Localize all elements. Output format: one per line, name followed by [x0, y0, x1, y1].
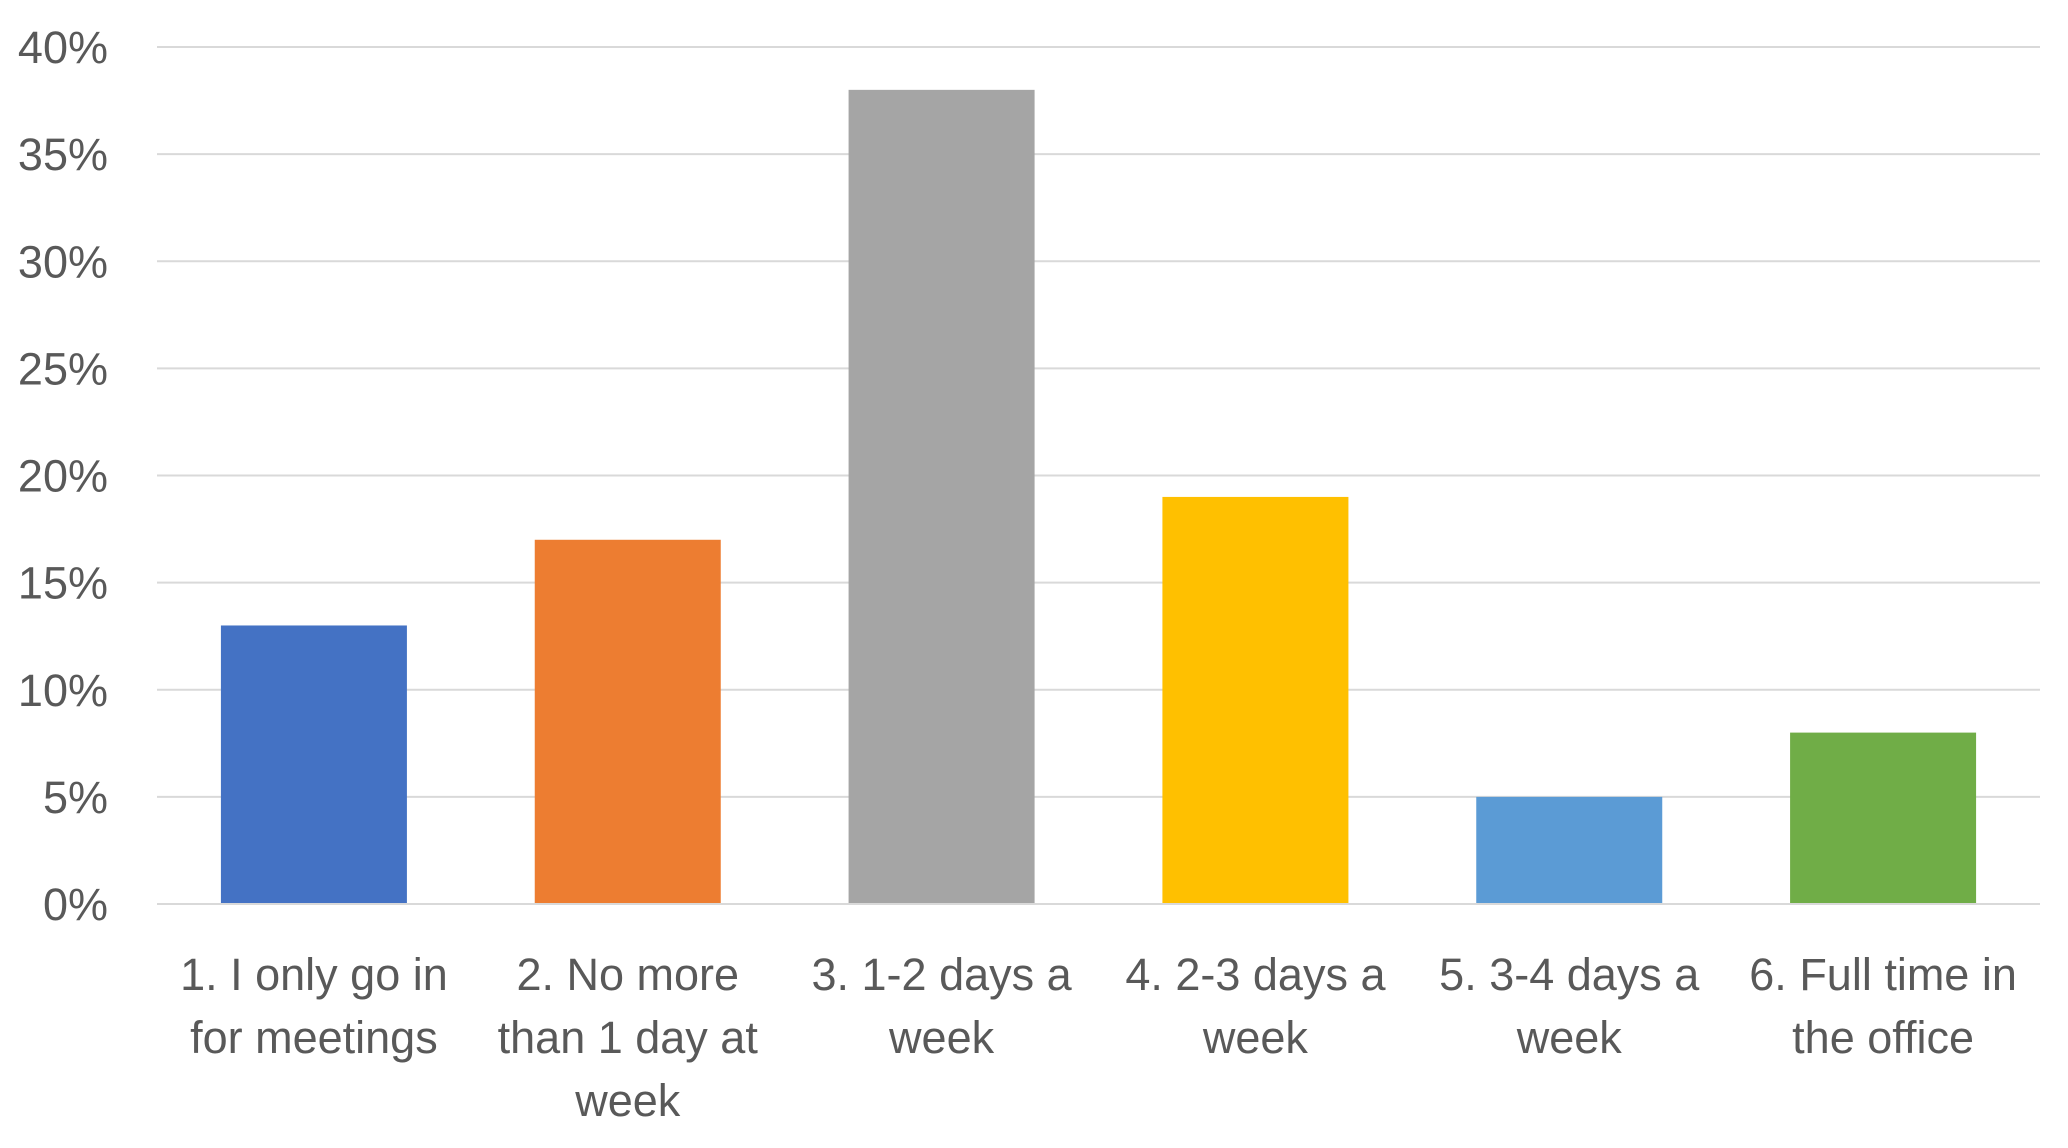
y-tick-label-35: 35% [18, 129, 108, 180]
x-category-label-6: 6. Full time in the office [1749, 949, 2017, 1063]
y-tick-label-0: 0% [43, 879, 108, 930]
x-category-label-line: week [574, 1075, 681, 1126]
bar-3 [848, 89, 1035, 905]
x-category-label-3: 3. 1-2 days a week [812, 949, 1073, 1063]
y-axis-ticks: 0% 5% 10% 15% 20% 25% 30% 35% 40% [18, 22, 108, 930]
x-category-label-line: week [888, 1012, 995, 1063]
y-tick-label-15: 15% [18, 558, 108, 609]
bar-6 [1790, 732, 1977, 904]
x-category-label-line: 4. 2-3 days a [1125, 949, 1386, 1000]
y-tick-label-25: 25% [18, 343, 108, 394]
x-category-label-line: week [1516, 1012, 1623, 1063]
x-category-label-1: 1. I only go in for meetings [180, 949, 448, 1063]
y-tick-label-30: 30% [18, 236, 108, 287]
x-category-label-line: 6. Full time in [1749, 949, 2017, 1000]
x-axis-labels: 1. I only go in for meetings 2. No more tha… [180, 949, 2017, 1126]
bar-1 [220, 625, 407, 904]
x-category-label-line: 2. No more [516, 949, 739, 1000]
x-category-label-line: week [1202, 1012, 1309, 1063]
x-category-label-4: 4. 2-3 days a week [1125, 949, 1386, 1063]
y-tick-label-20: 20% [18, 451, 108, 502]
x-category-label-line: the office [1792, 1012, 1974, 1063]
y-tick-label-5: 5% [43, 772, 108, 823]
gridlines [157, 46, 2040, 798]
y-tick-label-40: 40% [18, 22, 108, 73]
x-category-label-5: 5. 3-4 days a week [1439, 949, 1700, 1063]
y-tick-label-10: 10% [18, 665, 108, 716]
bar-5 [1476, 796, 1663, 904]
bar-2 [534, 539, 721, 904]
x-category-label-line: for meetings [190, 1012, 438, 1063]
x-category-label-2: 2. No more than 1 day at week [498, 949, 759, 1126]
x-category-label-line: 5. 3-4 days a [1439, 949, 1700, 1000]
x-category-label-line: 3. 1-2 days a [812, 949, 1073, 1000]
x-category-label-line: 1. I only go in [180, 949, 448, 1000]
x-category-label-line: than 1 day at [498, 1012, 759, 1063]
bars [220, 89, 1977, 905]
bar-4 [1162, 496, 1349, 904]
